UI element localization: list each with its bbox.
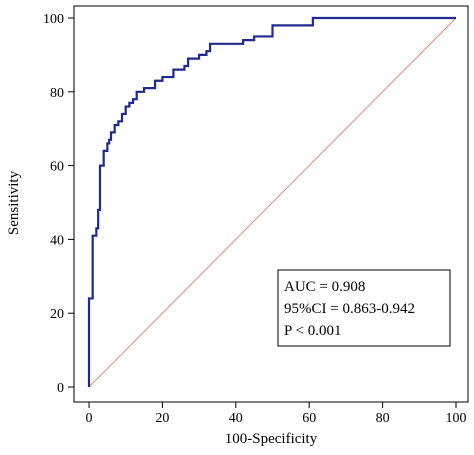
y-tick-label: 0 bbox=[57, 381, 64, 396]
reference-diagonal bbox=[88, 17, 457, 388]
plot-frame bbox=[73, 5, 469, 403]
axes: 0 20 40 60 80 100 0 20 40 60 80 100 bbox=[43, 5, 469, 426]
y-tick-label: 20 bbox=[50, 307, 64, 322]
y-axis-title: Sensitivity bbox=[6, 170, 22, 235]
x-tick-label: 0 bbox=[86, 411, 93, 426]
x-tick-label: 100 bbox=[446, 411, 467, 426]
annotation-frame bbox=[277, 269, 451, 347]
y-tick-label: 40 bbox=[50, 233, 64, 248]
y-tick-label: 60 bbox=[50, 160, 64, 175]
annotation-box: AUC = 0.908 95%CI = 0.863-0.942 P < 0.001 bbox=[277, 269, 451, 347]
x-tick-label: 20 bbox=[155, 411, 169, 426]
y-tick-label: 100 bbox=[43, 12, 64, 27]
annotation-line: 95%CI = 0.863-0.942 bbox=[284, 301, 415, 317]
annotation-line: AUC = 0.908 bbox=[284, 279, 365, 295]
x-axis-title: 100-Specificity bbox=[225, 431, 318, 447]
roc-curve bbox=[87, 16, 456, 387]
roc-curve-line bbox=[87, 16, 456, 387]
x-tick-label: 60 bbox=[302, 411, 316, 426]
y-tick-label: 80 bbox=[50, 86, 64, 101]
x-tick-label: 40 bbox=[229, 411, 243, 426]
x-tick-label: 80 bbox=[376, 411, 390, 426]
annotation-line: P < 0.001 bbox=[284, 323, 342, 339]
reference-line bbox=[88, 17, 457, 388]
